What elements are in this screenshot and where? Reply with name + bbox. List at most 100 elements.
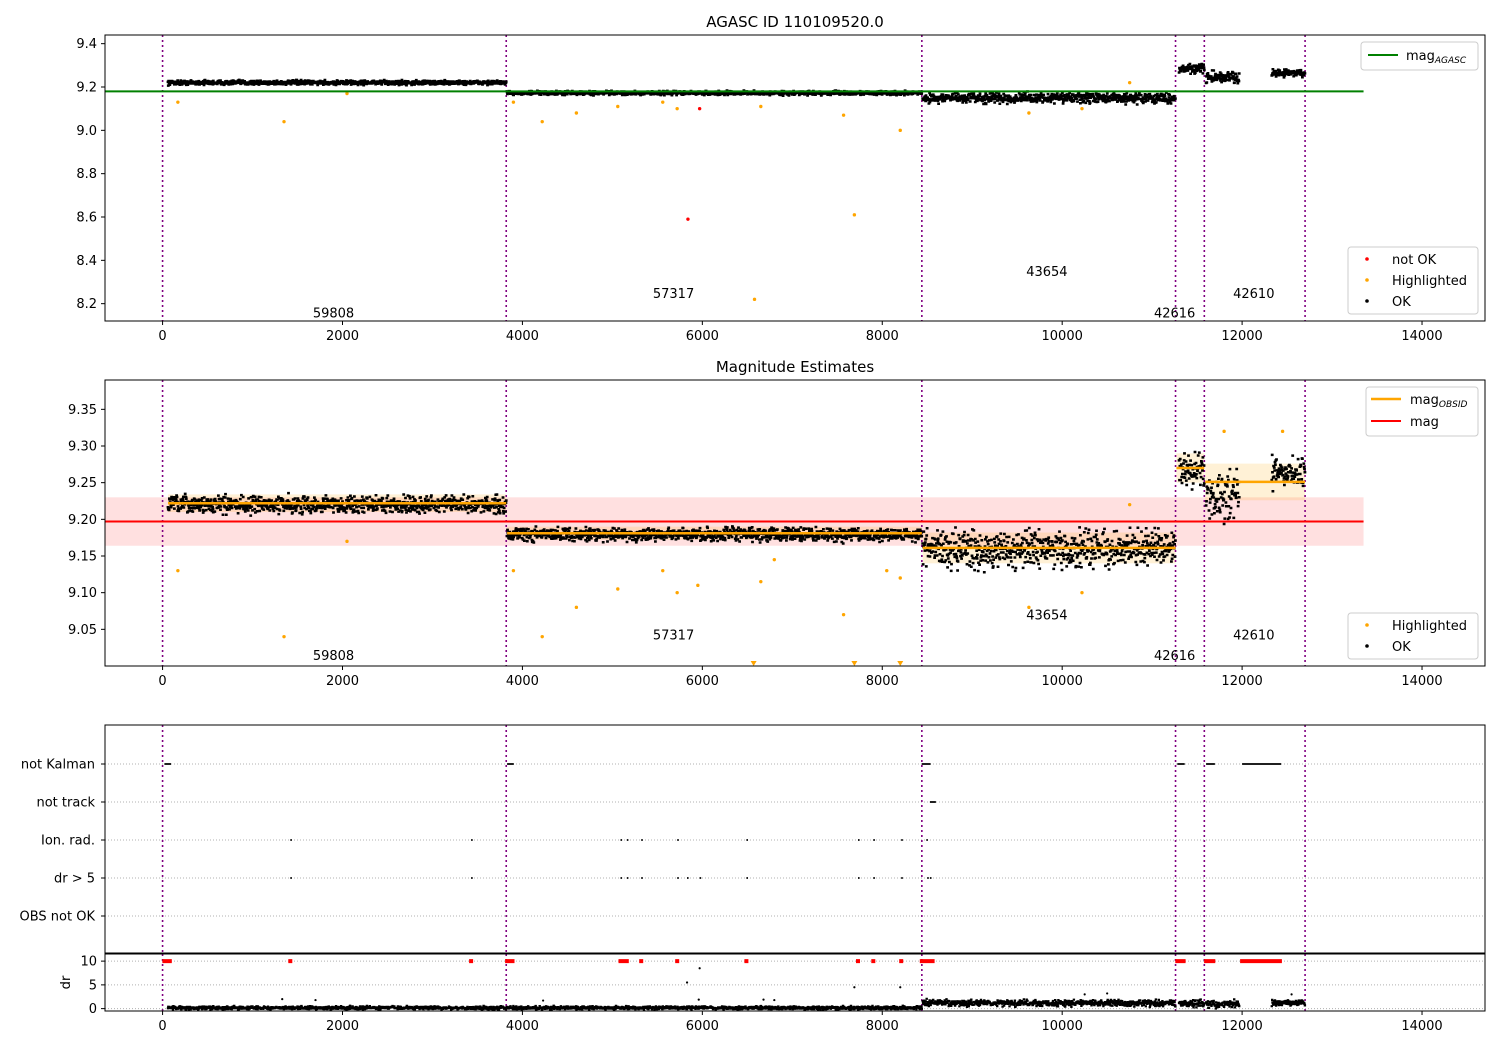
dr-outlier-point (685, 981, 689, 984)
p1-highlighted-point (345, 91, 349, 96)
panel-magnitude-estimates: 9.05 9.10 9.15 9.20 9.25 9.30 9.35 0 2000 4000 600… (68, 379, 1486, 689)
p2-ytick-label: 9.20 (68, 513, 97, 528)
p1-legend-label: not OK (1392, 253, 1437, 268)
p1-xtick-label: 12000 (1221, 329, 1262, 344)
dr-ytick-label: 5 (89, 978, 97, 993)
p1-xtick-label: 14000 (1401, 329, 1442, 344)
p1-xtick-label: 2000 (326, 329, 359, 344)
p1-highlighted-point (540, 119, 544, 124)
p2-ytick-label: 9.10 (68, 586, 97, 601)
p2-legend-mag-label: mag (1410, 415, 1439, 430)
p1-legend-marker-not-ok (1365, 257, 1369, 261)
dr-ytick-label: 0 (89, 1002, 97, 1017)
p1-highlighted-point (661, 100, 665, 104)
p1-legend-bottom (1347, 246, 1479, 315)
p1-obsid-label: 43654 (1026, 265, 1067, 280)
dr-outlier-point (762, 998, 765, 1001)
flag-marks-dr-5 (290, 877, 932, 879)
dr-xtick-label: 8000 (866, 1019, 899, 1034)
dr-outlier-point (773, 998, 776, 1002)
p1-ytick-label: 9.0 (76, 124, 97, 139)
p1-legend-marker-highlighted (1365, 278, 1369, 282)
p2-legend-label: Highlighted (1392, 619, 1467, 634)
p1-legend-marker-ok (1365, 299, 1369, 303)
p1-ytick-label: 9.2 (76, 81, 97, 96)
magnitude-estimates-title: Magnitude Estimates (716, 358, 874, 376)
p1-ok-points (166, 62, 1307, 106)
p2-highlighted-point (540, 634, 544, 639)
p2-axes-frame (104, 379, 1486, 667)
dr-xtick-label: 6000 (686, 1019, 719, 1034)
p1-not-ok-point (686, 217, 690, 221)
dr-xtick-label: 10000 (1042, 1019, 1083, 1034)
p2-ytick-label: 9.05 (68, 623, 97, 638)
p1-highlighted-point (759, 104, 763, 109)
p2-ytick-label: 9.35 (68, 403, 97, 418)
p2-xtick-label: 12000 (1221, 674, 1262, 689)
p1-highlighted-point (282, 119, 286, 124)
p2-highlighted-point (1080, 590, 1084, 595)
p2-obsid-label: 42616 (1154, 649, 1195, 664)
dr-axes-frame (104, 953, 1486, 1012)
p1-xtick-label: 10000 (1042, 329, 1083, 344)
p2-xtick-label: 0 (158, 674, 166, 689)
dr-outlier-point (542, 999, 545, 1002)
figure-title: AGASC ID 110109520.0 (706, 13, 884, 31)
p2-legend-bottom (1347, 612, 1479, 660)
p2-xtick-label: 14000 (1401, 674, 1442, 689)
panels-layer: 8.2 8.4 8.6 8.8 9.0 9.2 9.4 0 2000 4000 6000 8000 10… (20, 34, 1486, 1034)
p2-legend-label: OK (1392, 640, 1411, 655)
p3-axes-frame (104, 724, 1486, 954)
p1-legend-label: Highlighted (1392, 274, 1467, 289)
p2-highlighted-point (176, 568, 180, 573)
p1-highlighted-point (898, 128, 902, 133)
panel-dr: 0 5 10 dr 0 2000 4000 6000 8000 10000 12000 14000 (59, 953, 1486, 1034)
p1-xtick-label: 6000 (686, 329, 719, 344)
p1-obsid-label: 57317 (653, 287, 694, 302)
p1-xtick-label: 8000 (866, 329, 899, 344)
p1-highlighted-point (852, 213, 857, 217)
p2-xtick-label: 8000 (866, 674, 899, 689)
p2-highlighted-point (661, 568, 665, 573)
p1-axes-frame (104, 34, 1486, 322)
p1-highlighted-point (675, 106, 679, 111)
p1-highlighted-point (841, 113, 846, 117)
p1-ytick-label: 9.4 (76, 37, 97, 52)
p2-xtick-label: 6000 (686, 674, 719, 689)
p2-highlighted-point (675, 590, 679, 595)
dr-outlier-point (853, 986, 856, 989)
p1-legend-top (1360, 41, 1479, 71)
p2-ytick-label: 9.25 (68, 476, 97, 491)
dr-outlier-point (281, 998, 284, 1001)
p1-ytick-label: 8.2 (76, 297, 97, 312)
panel-flags: not Kalman not track Ion. rad. dr > 5 OBS no… (20, 724, 1486, 954)
p1-highlighted-point (1027, 111, 1031, 115)
p1-highlighted-point (511, 100, 516, 104)
p2-clipped-marker (897, 661, 904, 666)
p2-highlighted-point (759, 579, 763, 584)
panel-agasc: 8.2 8.4 8.6 8.8 9.0 9.2 9.4 0 2000 4000 6000 8000 10… (76, 34, 1486, 344)
dr-outlier-point (1106, 992, 1109, 995)
p2-highlighted-point (696, 583, 700, 588)
p2-highlighted-point (1027, 605, 1031, 610)
dr-outlier-point (1083, 993, 1086, 996)
flag-row-label: OBS not OK (20, 910, 96, 925)
dr-outlier-point (1290, 993, 1293, 996)
p2-highlighted-point (1127, 502, 1132, 507)
dr-xtick-label: 4000 (506, 1019, 539, 1034)
p1-not-ok-point (697, 106, 702, 111)
p2-highlighted-point (1280, 429, 1285, 434)
p2-obsid-label: 42610 (1233, 628, 1274, 643)
p2-obsid-label: 57317 (653, 628, 694, 643)
flag-marks-not-track (929, 801, 936, 803)
p1-obsid-label: 42616 (1154, 306, 1195, 321)
dr-outlier-point (697, 998, 700, 1001)
p2-ok-points (166, 450, 1307, 574)
p2-ytick-label: 9.30 (68, 440, 97, 455)
p1-legend-label: OK (1392, 295, 1411, 310)
p2-legend-marker-highlighted (1365, 623, 1369, 627)
dr-ytick-label: 10 (80, 955, 97, 970)
p2-highlighted-point (282, 634, 286, 639)
p2-xtick-label: 10000 (1042, 674, 1083, 689)
